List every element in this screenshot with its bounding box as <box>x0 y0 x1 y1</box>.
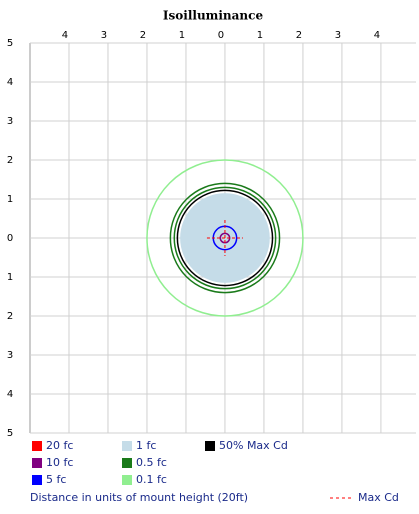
legend-swatch <box>122 475 132 485</box>
legend-label: 50% Max Cd <box>219 439 288 452</box>
legend-swatch <box>122 441 132 451</box>
legend-swatch <box>122 458 132 468</box>
x-tick-label: 1 <box>179 30 185 41</box>
legend-swatch <box>32 441 42 451</box>
legend-label: 20 fc <box>46 439 73 452</box>
y-tick-label: 0 <box>7 233 13 244</box>
legend-swatch <box>205 441 215 451</box>
legend-swatch <box>32 458 42 468</box>
y-tick-label: 3 <box>7 350 13 361</box>
legend-label: 10 fc <box>46 456 73 469</box>
y-tick-label: 1 <box>7 194 13 205</box>
legend-label: 0.1 fc <box>136 473 167 486</box>
y-tick-label: 5 <box>7 428 13 439</box>
legend-label: 5 fc <box>46 473 66 486</box>
contour <box>169 182 281 294</box>
x-axis-label: Distance in units of mount height (20ft) <box>30 491 248 504</box>
y-tick-label: 2 <box>7 155 13 166</box>
y-tick-label: 1 <box>7 272 13 283</box>
x-tick-label: 1 <box>257 30 263 41</box>
x-tick-label: 0 <box>218 30 224 41</box>
x-tick-label: 2 <box>140 30 146 41</box>
contour <box>173 186 277 290</box>
contour <box>176 189 274 287</box>
chart-title: Isoilluminance <box>163 9 264 23</box>
x-tick-label: 3 <box>335 30 341 41</box>
y-tick-label: 2 <box>7 311 13 322</box>
y-tick-label: 3 <box>7 116 13 127</box>
legend-label: 0.5 fc <box>136 456 167 469</box>
legend-label: Max Cd <box>358 491 399 504</box>
legend-swatch <box>32 475 42 485</box>
x-tick-label: 4 <box>374 30 380 41</box>
x-tick-label: 3 <box>101 30 107 41</box>
x-tick-label: 4 <box>62 30 68 41</box>
y-tick-label: 4 <box>7 389 13 400</box>
y-tick-label: 4 <box>7 77 13 88</box>
x-tick-label: 2 <box>296 30 302 41</box>
contour <box>146 159 304 317</box>
legend-label: 1 fc <box>136 439 156 452</box>
y-tick-label: 5 <box>7 38 13 49</box>
